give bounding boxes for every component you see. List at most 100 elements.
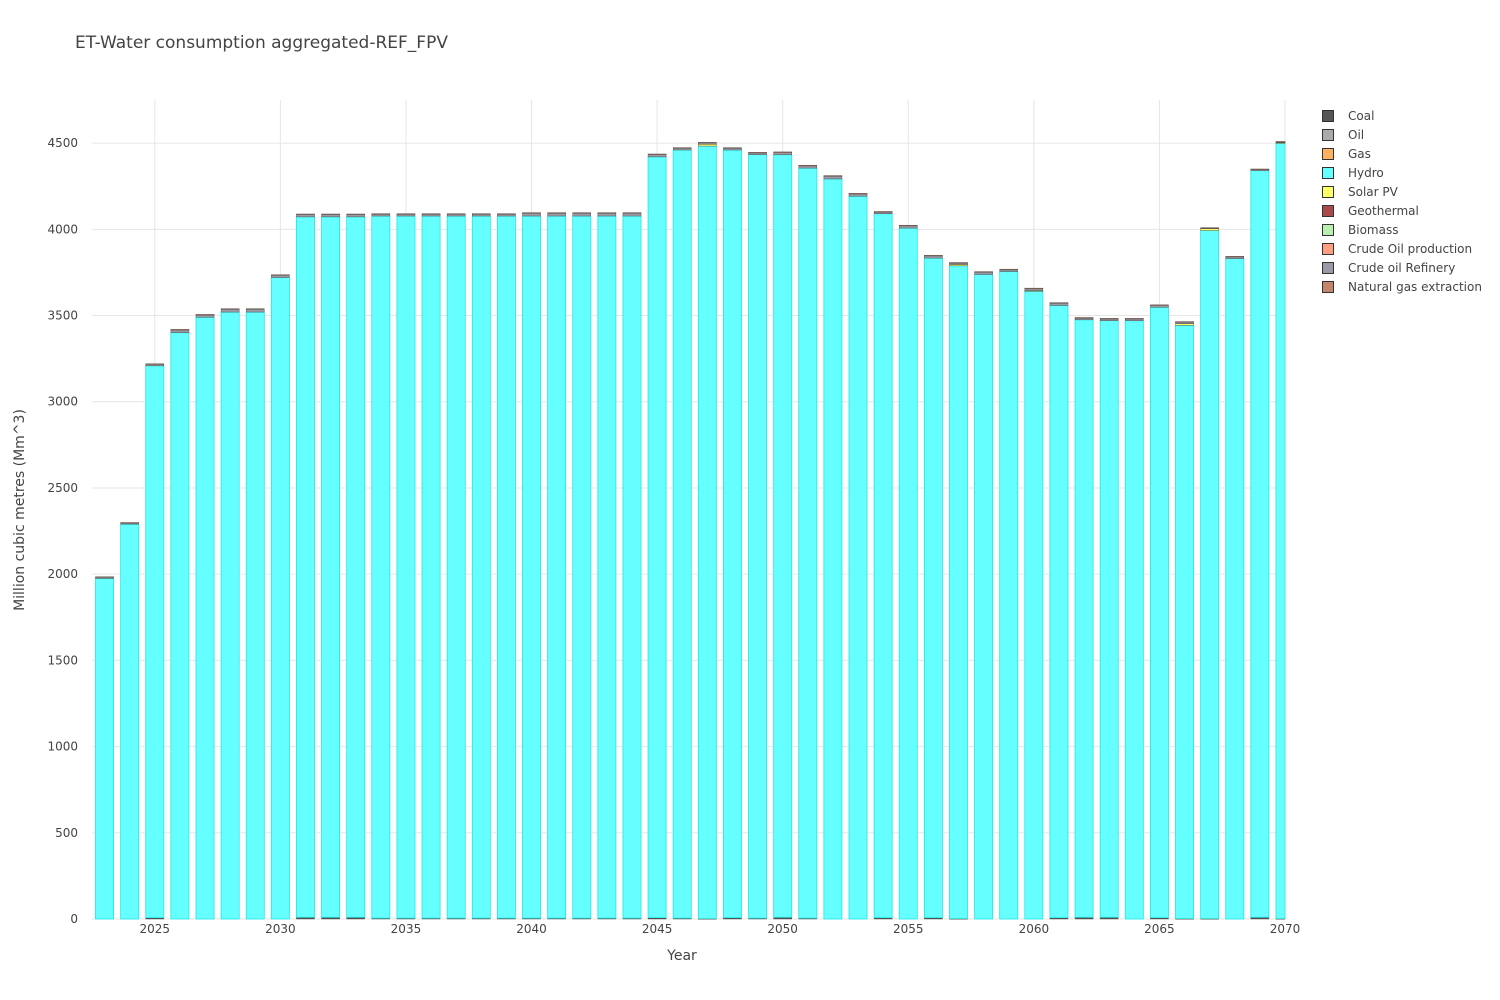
bar-segment-hydro[interactable] [170, 332, 190, 920]
bar-segment-natural-gas-extraction[interactable] [1275, 141, 1286, 143]
bar-segment-natural-gas-extraction[interactable] [798, 164, 818, 167]
bar-segment-natural-gas-extraction[interactable] [95, 576, 114, 578]
legend-item-gas[interactable]: Gas [1322, 144, 1482, 163]
bar-segment-natural-gas-extraction[interactable] [1175, 321, 1194, 323]
bar-segment-natural-gas-extraction[interactable] [120, 522, 139, 524]
bar-segment-natural-gas-extraction[interactable] [999, 268, 1018, 271]
bar-segment-hydro[interactable] [723, 149, 742, 919]
bar-segment-hydro[interactable] [220, 311, 240, 920]
bar-segment-natural-gas-extraction[interactable] [823, 175, 843, 177]
bar-segment-hydro[interactable] [346, 216, 366, 918]
bar-segment-hydro[interactable] [270, 277, 290, 920]
bar-segment-natural-gas-extraction[interactable] [296, 213, 315, 215]
legend-item-crude-oil-production[interactable]: Crude Oil production [1322, 239, 1482, 258]
bar-segment-hydro[interactable] [974, 274, 994, 920]
bar-segment-natural-gas-extraction[interactable] [421, 213, 441, 215]
bar-segment-hydro[interactable] [1074, 319, 1094, 918]
bar-segment-natural-gas-extraction[interactable] [446, 213, 466, 215]
bar-segment-hydro[interactable] [195, 316, 215, 920]
bar-segment-natural-gas-extraction[interactable] [145, 363, 165, 365]
bar-segment-natural-gas-extraction[interactable] [924, 254, 943, 257]
bar-segment-natural-gas-extraction[interactable] [1074, 317, 1094, 319]
bar-segment-hydro[interactable] [999, 271, 1019, 920]
bar-segment-natural-gas-extraction[interactable] [723, 147, 742, 149]
bar-segment-hydro[interactable] [446, 215, 466, 919]
bar-segment-hydro[interactable] [848, 195, 868, 920]
bar-segment-natural-gas-extraction[interactable] [773, 151, 792, 153]
bar-segment-hydro[interactable] [120, 523, 140, 920]
bar-segment-hydro[interactable] [95, 578, 114, 920]
bar-segment-natural-gas-extraction[interactable] [748, 152, 767, 154]
bar-segment-hydro[interactable] [1149, 306, 1169, 919]
bar-segment-hydro[interactable] [949, 265, 968, 919]
bar-segment-hydro[interactable] [748, 154, 768, 919]
bar-segment-hydro[interactable] [1099, 320, 1119, 918]
bar-segment-natural-gas-extraction[interactable] [672, 147, 692, 149]
bar-segment-natural-gas-extraction[interactable] [547, 212, 566, 214]
bar-segment-hydro[interactable] [823, 178, 843, 920]
bar-segment-natural-gas-extraction[interactable] [597, 212, 617, 214]
bar-segment-natural-gas-extraction[interactable] [622, 212, 642, 214]
bar-segment-solar-pv[interactable] [1200, 228, 1219, 231]
bar-segment-natural-gas-extraction[interactable] [522, 212, 541, 214]
bar-segment-hydro[interactable] [923, 257, 943, 919]
bar-segment-hydro[interactable] [1124, 320, 1144, 920]
bar-segment-hydro[interactable] [496, 215, 516, 919]
bar-segment-hydro[interactable] [296, 216, 315, 918]
bar-segment-natural-gas-extraction[interactable] [321, 213, 340, 215]
bar-segment-natural-gas-extraction[interactable] [472, 213, 491, 215]
bar-segment-natural-gas-extraction[interactable] [1200, 227, 1219, 229]
bar-segment-natural-gas-extraction[interactable] [396, 213, 416, 215]
bar-segment-hydro[interactable] [1250, 170, 1270, 918]
bar-segment-hydro[interactable] [1175, 324, 1194, 919]
bar-segment-natural-gas-extraction[interactable] [974, 271, 993, 273]
bar-segment-hydro[interactable] [798, 167, 818, 919]
bar-segment-natural-gas-extraction[interactable] [1150, 304, 1169, 306]
bar-segment-natural-gas-extraction[interactable] [949, 262, 968, 264]
bar-segment-hydro[interactable] [245, 311, 265, 920]
bar-segment-natural-gas-extraction[interactable] [497, 213, 516, 215]
bar-segment-natural-gas-extraction[interactable] [346, 213, 365, 215]
bar-segment-hydro[interactable] [396, 215, 416, 919]
bar-segment-hydro[interactable] [597, 215, 617, 919]
bar-segment-hydro[interactable] [421, 215, 441, 919]
legend-item-oil[interactable]: Oil [1322, 125, 1482, 144]
bar-segment-natural-gas-extraction[interactable] [647, 153, 667, 155]
legend-item-natural-gas-extraction[interactable]: Natural gas extraction [1322, 277, 1482, 296]
bar-segment-solar-pv[interactable] [698, 144, 717, 147]
bar-segment-natural-gas-extraction[interactable] [698, 142, 717, 144]
legend-item-solar-pv[interactable]: Solar PV [1322, 182, 1482, 201]
bar-segment-hydro[interactable] [145, 365, 165, 919]
legend-item-coal[interactable]: Coal [1322, 106, 1482, 125]
bar-segment-natural-gas-extraction[interactable] [873, 211, 893, 213]
bar-segment-hydro[interactable] [1024, 290, 1044, 920]
bar-segment-hydro[interactable] [672, 149, 692, 919]
bar-segment-natural-gas-extraction[interactable] [1049, 302, 1069, 304]
bar-segment-hydro[interactable] [1200, 230, 1220, 919]
bar-segment-hydro[interactable] [873, 213, 893, 919]
bar-segment-hydro[interactable] [647, 156, 667, 919]
bar-segment-natural-gas-extraction[interactable] [195, 314, 215, 316]
bar-segment-natural-gas-extraction[interactable] [1250, 168, 1270, 170]
bar-segment-hydro[interactable] [622, 215, 642, 919]
bar-segment-solar-pv[interactable] [949, 264, 968, 267]
bar-segment-natural-gas-extraction[interactable] [1125, 318, 1144, 320]
bar-segment-natural-gas-extraction[interactable] [1099, 318, 1119, 320]
bar-segment-hydro[interactable] [547, 215, 567, 919]
bar-segment-natural-gas-extraction[interactable] [170, 329, 190, 331]
bar-segment-hydro[interactable] [773, 154, 793, 918]
bar-segment-hydro[interactable] [572, 215, 592, 919]
bar-segment-natural-gas-extraction[interactable] [220, 308, 240, 310]
bar-segment-hydro[interactable] [321, 216, 341, 918]
bar-segment-natural-gas-extraction[interactable] [572, 212, 591, 214]
bar-segment-natural-gas-extraction[interactable] [1024, 287, 1044, 290]
bar-segment-natural-gas-extraction[interactable] [271, 274, 290, 276]
legend-item-biomass[interactable]: Biomass [1322, 220, 1482, 239]
bar-segment-hydro[interactable] [471, 215, 491, 919]
legend-item-hydro[interactable]: Hydro [1322, 163, 1482, 182]
bar-segment-hydro[interactable] [371, 215, 391, 919]
bar-segment-hydro[interactable] [1225, 258, 1245, 920]
bar-segment-natural-gas-extraction[interactable] [848, 193, 868, 195]
bar-segment-natural-gas-extraction[interactable] [899, 224, 918, 227]
legend-item-crude-oil-refinery[interactable]: Crude oil Refinery [1322, 258, 1482, 277]
